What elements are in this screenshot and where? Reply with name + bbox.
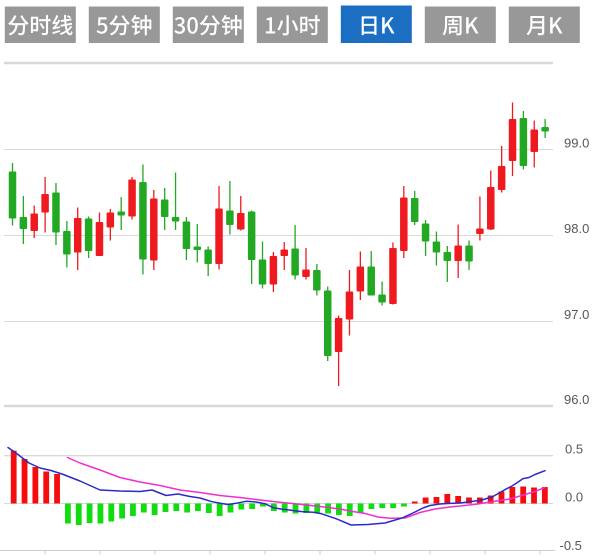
svg-text:97.0: 97.0 [564, 307, 589, 322]
svg-text:98.0: 98.0 [564, 221, 589, 236]
svg-text:99.0: 99.0 [564, 136, 589, 151]
svg-text:0.5: 0.5 [565, 442, 583, 457]
svg-text:96.0: 96.0 [564, 392, 589, 407]
svg-text:-0.5: -0.5 [560, 538, 582, 553]
svg-text:0.0: 0.0 [565, 490, 583, 505]
